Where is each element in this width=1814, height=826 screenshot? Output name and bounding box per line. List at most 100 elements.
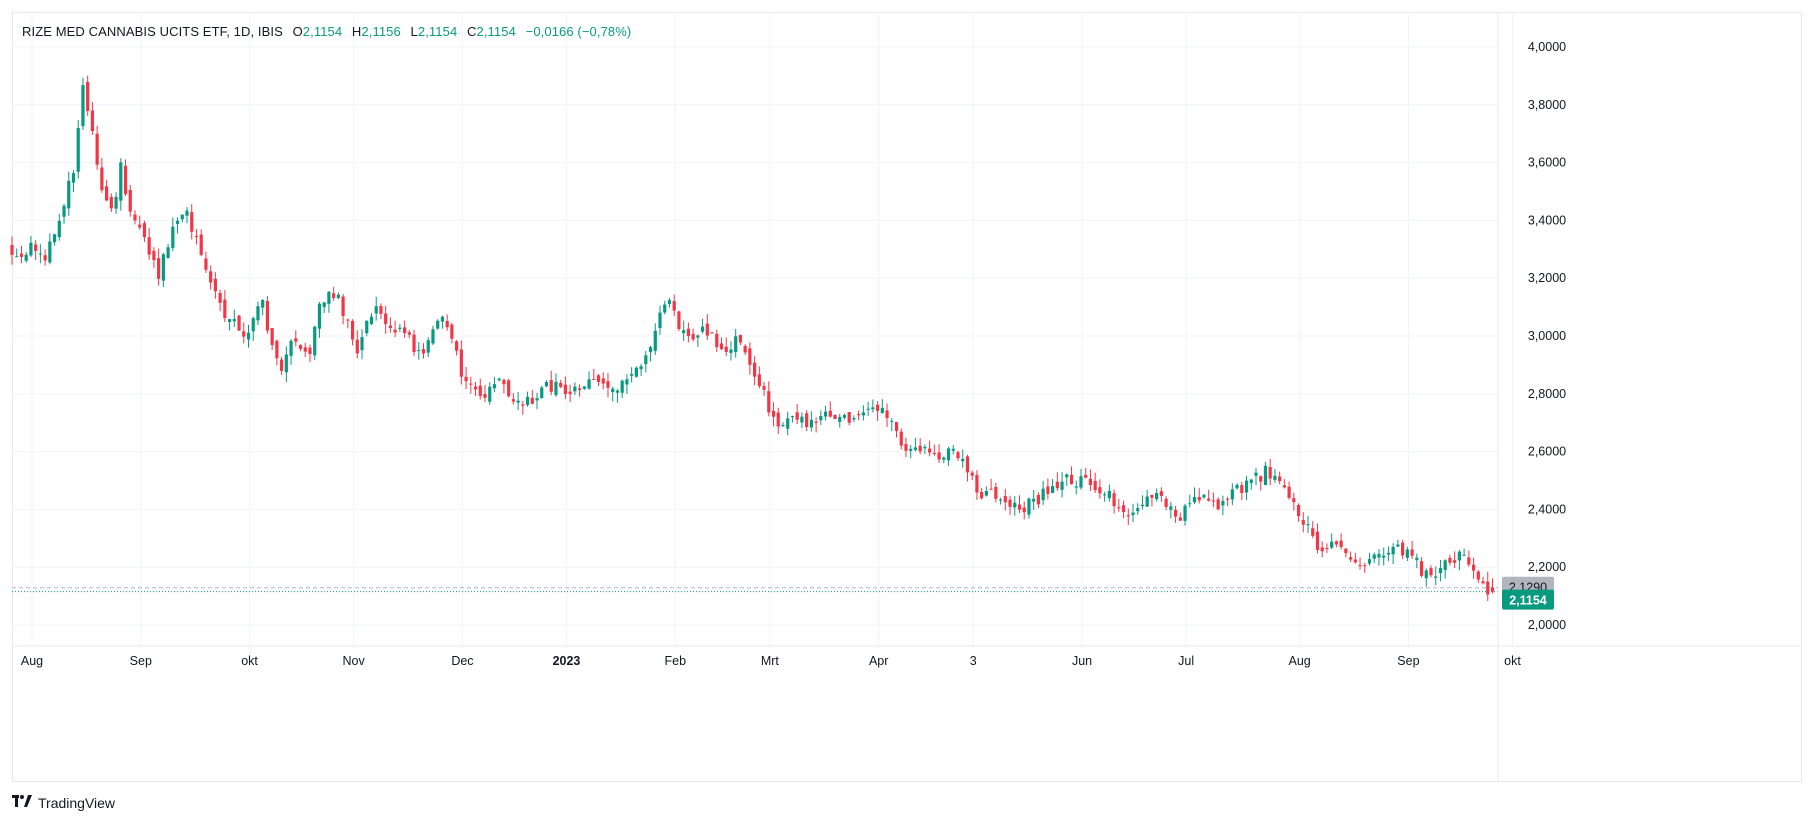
candle-body[interactable] [100,167,104,191]
candle-body[interactable] [1178,517,1182,521]
candle[interactable] [606,372,610,398]
candle-body[interactable] [1060,481,1064,490]
candle-body[interactable] [488,386,492,402]
candle-body[interactable] [1363,565,1367,567]
candle-body[interactable] [615,390,620,393]
candle[interactable] [1296,503,1301,522]
candle-body[interactable] [440,316,445,322]
candle-body[interactable] [332,293,336,299]
candle-body[interactable] [1244,480,1249,493]
candle[interactable] [1017,495,1022,514]
candle-body[interactable] [1192,497,1197,503]
candle-body[interactable] [994,487,998,499]
candle[interactable] [1353,552,1357,564]
candle[interactable] [1013,496,1017,516]
candle[interactable] [194,229,199,245]
candle[interactable] [658,305,662,335]
candle[interactable] [630,367,634,383]
candle-body[interactable] [232,319,236,322]
candle[interactable] [809,411,813,432]
candle[interactable] [525,391,530,407]
candle[interactable] [1093,472,1097,493]
candle-body[interactable] [497,378,501,381]
candle[interactable] [1202,494,1206,499]
candle[interactable] [989,478,993,490]
candle[interactable] [1036,492,1041,509]
candle[interactable] [842,413,847,420]
candle-body[interactable] [209,271,213,283]
candle[interactable] [942,456,946,464]
candle-body[interactable] [450,324,454,339]
candle[interactable] [175,217,180,234]
candle[interactable] [672,294,676,317]
candle-body[interactable] [516,400,520,403]
candle-body[interactable] [1216,499,1220,510]
candle[interactable] [984,486,988,497]
candle[interactable] [1268,458,1272,486]
candle[interactable] [34,240,38,261]
candle[interactable] [1183,503,1187,526]
candle[interactable] [265,296,270,334]
candle[interactable] [180,214,184,223]
candle[interactable] [1055,472,1059,491]
candle[interactable] [336,292,340,300]
candle[interactable] [601,372,605,390]
candle-body[interactable] [308,347,312,355]
candle[interactable] [246,324,251,348]
candle-body[interactable] [445,321,449,328]
candle-body[interactable] [989,488,993,490]
candle-body[interactable] [1259,476,1263,482]
candle[interactable] [757,366,761,389]
candle-body[interactable] [833,414,837,420]
candle[interactable] [582,385,586,390]
candle[interactable] [634,366,638,378]
candle[interactable] [937,444,941,464]
candle-body[interactable] [1386,552,1391,555]
candle-body[interactable] [379,305,383,314]
candle[interactable] [767,381,771,417]
candle[interactable] [1221,495,1225,516]
candle[interactable] [1069,466,1074,485]
candle-body[interactable] [1382,555,1386,558]
candle-body[interactable] [1372,554,1376,559]
candle[interactable] [894,421,899,438]
candle[interactable] [15,248,19,258]
candle-body[interactable] [667,300,672,305]
candle-body[interactable] [369,316,374,325]
candle[interactable] [1377,549,1381,566]
candle-body[interactable] [980,492,984,499]
candle-body[interactable] [511,399,515,402]
candle-body[interactable] [1235,484,1239,489]
candle[interactable] [142,220,147,242]
candle-body[interactable] [350,321,355,340]
candle[interactable] [1481,576,1485,585]
candle-body[interactable] [90,110,95,132]
candle-body[interactable] [625,379,629,385]
candle-body[interactable] [1301,520,1305,525]
candle[interactable] [114,192,118,214]
candle[interactable] [1429,565,1433,578]
candle[interactable] [1287,481,1291,500]
candle[interactable] [1471,557,1476,579]
candle-body[interactable] [1112,493,1116,507]
candle-body[interactable] [346,319,350,321]
candle[interactable] [497,377,501,382]
candle-body[interactable] [1150,494,1154,498]
candle[interactable] [998,497,1003,505]
candle[interactable] [578,384,582,397]
candle-body[interactable] [653,330,657,351]
candle[interactable] [327,291,331,313]
candle[interactable] [1339,533,1343,550]
candle-body[interactable] [540,387,544,399]
candle-body[interactable] [1221,501,1225,506]
candle[interactable] [1003,488,1007,511]
candle-body[interactable] [998,499,1003,501]
candle[interactable] [1278,471,1282,485]
candle-body[interactable] [507,380,511,397]
candle-body[interactable] [1027,498,1031,515]
candle-body[interactable] [956,452,960,459]
candle[interactable] [1363,562,1367,573]
candle[interactable] [644,350,648,373]
candle[interactable] [1438,560,1443,582]
candle[interactable] [1311,521,1315,539]
